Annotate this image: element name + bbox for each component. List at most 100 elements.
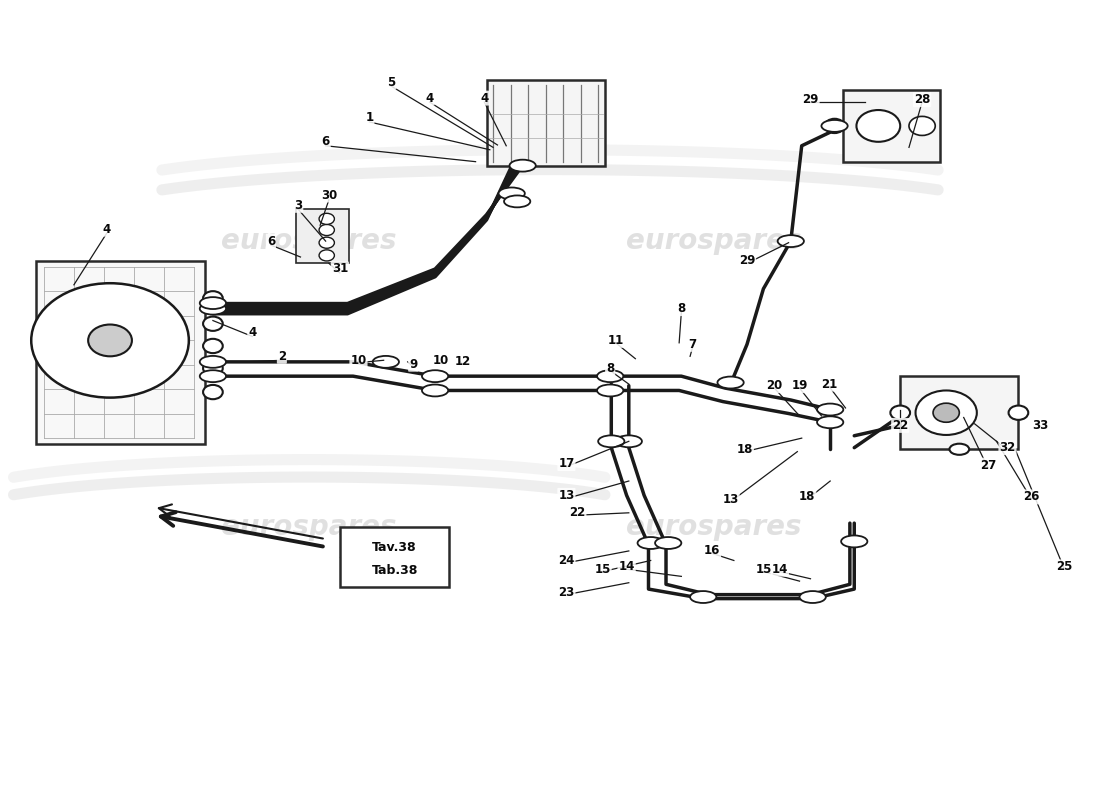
Text: 4: 4 xyxy=(249,326,256,339)
Bar xyxy=(486,80,605,166)
Text: 18: 18 xyxy=(799,490,815,503)
Text: 14: 14 xyxy=(618,560,635,574)
Ellipse shape xyxy=(597,385,624,397)
Text: 30: 30 xyxy=(321,189,337,202)
Text: 10: 10 xyxy=(350,354,366,366)
Circle shape xyxy=(319,250,334,261)
Ellipse shape xyxy=(690,591,716,603)
Text: eurospares: eurospares xyxy=(626,227,802,255)
Circle shape xyxy=(319,214,334,225)
Text: 8: 8 xyxy=(678,302,685,315)
Ellipse shape xyxy=(817,416,844,428)
Text: Tav.38: Tav.38 xyxy=(372,542,417,554)
Text: 5: 5 xyxy=(387,76,395,89)
Circle shape xyxy=(933,403,959,422)
Text: 13: 13 xyxy=(559,489,574,502)
Ellipse shape xyxy=(822,120,848,132)
Ellipse shape xyxy=(422,385,448,397)
Ellipse shape xyxy=(422,370,448,382)
Ellipse shape xyxy=(200,297,225,309)
Text: 19: 19 xyxy=(791,379,807,392)
Ellipse shape xyxy=(842,535,868,547)
Ellipse shape xyxy=(200,302,225,314)
Circle shape xyxy=(319,237,334,248)
Text: 7: 7 xyxy=(689,338,696,351)
Text: 13: 13 xyxy=(723,493,739,506)
Bar xyxy=(296,210,349,263)
Ellipse shape xyxy=(949,444,969,455)
Ellipse shape xyxy=(204,361,223,375)
Ellipse shape xyxy=(509,160,536,171)
Text: 24: 24 xyxy=(558,554,574,567)
Text: 9: 9 xyxy=(409,358,417,370)
Ellipse shape xyxy=(825,118,845,133)
Circle shape xyxy=(31,283,189,398)
Ellipse shape xyxy=(717,377,744,389)
Ellipse shape xyxy=(200,370,225,382)
Ellipse shape xyxy=(373,356,399,368)
Text: 28: 28 xyxy=(914,93,931,106)
Text: 4: 4 xyxy=(481,92,488,105)
Text: 22: 22 xyxy=(892,419,909,432)
Text: eurospares: eurospares xyxy=(221,513,397,541)
Ellipse shape xyxy=(498,187,525,199)
Ellipse shape xyxy=(204,291,223,306)
Ellipse shape xyxy=(204,317,223,331)
Text: 11: 11 xyxy=(607,334,624,347)
Text: 14: 14 xyxy=(771,562,788,576)
Text: eurospares: eurospares xyxy=(221,227,397,255)
Ellipse shape xyxy=(204,339,223,353)
Text: 2: 2 xyxy=(278,350,286,363)
Ellipse shape xyxy=(504,195,530,207)
Ellipse shape xyxy=(204,385,223,399)
Text: 15: 15 xyxy=(756,562,771,576)
Ellipse shape xyxy=(200,356,225,368)
Text: 16: 16 xyxy=(704,545,720,558)
Text: 4: 4 xyxy=(426,92,433,105)
Circle shape xyxy=(857,110,900,142)
Text: 29: 29 xyxy=(802,93,818,106)
Text: Tab.38: Tab.38 xyxy=(372,563,418,577)
Ellipse shape xyxy=(597,370,624,382)
Ellipse shape xyxy=(890,406,910,420)
Ellipse shape xyxy=(817,403,844,415)
Text: 27: 27 xyxy=(980,458,996,472)
Text: 8: 8 xyxy=(606,362,614,374)
Text: 23: 23 xyxy=(559,586,574,598)
Ellipse shape xyxy=(1009,406,1028,420)
Ellipse shape xyxy=(616,435,642,447)
Text: 21: 21 xyxy=(821,378,837,390)
Bar xyxy=(35,261,206,444)
Text: 22: 22 xyxy=(569,506,585,519)
Text: 26: 26 xyxy=(1023,490,1040,503)
Circle shape xyxy=(88,325,132,356)
Ellipse shape xyxy=(656,537,681,549)
FancyBboxPatch shape xyxy=(340,527,449,587)
Ellipse shape xyxy=(638,537,663,549)
Text: 29: 29 xyxy=(739,254,756,267)
Text: 20: 20 xyxy=(767,379,782,392)
Text: 4: 4 xyxy=(102,222,111,236)
Text: 32: 32 xyxy=(1000,441,1015,454)
Text: 33: 33 xyxy=(1032,419,1048,432)
Text: 18: 18 xyxy=(737,442,754,456)
Text: 15: 15 xyxy=(594,562,610,576)
Text: 6: 6 xyxy=(321,135,330,148)
Ellipse shape xyxy=(800,591,826,603)
Ellipse shape xyxy=(778,235,804,247)
Ellipse shape xyxy=(598,435,625,447)
Text: 12: 12 xyxy=(454,355,471,368)
Text: 1: 1 xyxy=(365,111,374,125)
Text: 6: 6 xyxy=(267,234,275,248)
Circle shape xyxy=(909,116,935,135)
Text: 25: 25 xyxy=(1056,560,1072,574)
Circle shape xyxy=(915,390,977,435)
Bar xyxy=(844,90,939,162)
Text: 3: 3 xyxy=(294,199,302,212)
Text: eurospares: eurospares xyxy=(626,513,802,541)
Text: 31: 31 xyxy=(332,262,348,275)
Bar xyxy=(900,376,1019,450)
Text: 17: 17 xyxy=(559,457,574,470)
Text: 10: 10 xyxy=(432,354,449,366)
Circle shape xyxy=(319,225,334,235)
